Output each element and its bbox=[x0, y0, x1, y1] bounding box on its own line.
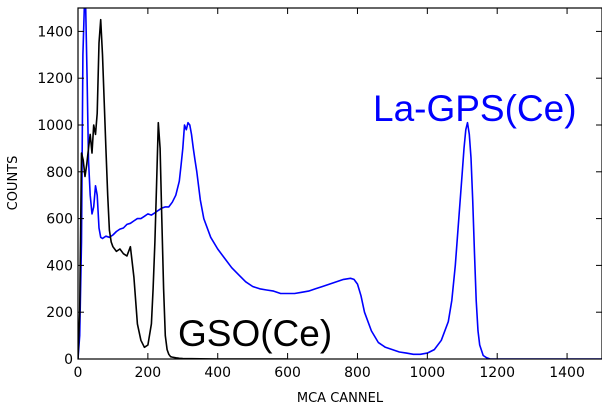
series-layer bbox=[78, 8, 602, 359]
series-line-gso-ce bbox=[78, 18, 288, 359]
y-tick-label: 1200 bbox=[37, 71, 73, 87]
y-tick-label: 800 bbox=[46, 165, 73, 181]
x-tick-label: 1200 bbox=[479, 365, 515, 381]
x-axis-title: MCA CANNEL bbox=[297, 391, 384, 406]
plot-frame bbox=[77, 7, 602, 360]
x-tick-label: 1000 bbox=[410, 365, 446, 381]
y-tick-label: 400 bbox=[46, 258, 73, 274]
y-axis: 0 200 400 600 800 1000 1200 1400 bbox=[37, 24, 602, 368]
annotation-la-gps-ce: La-GPS(Ce) bbox=[373, 88, 577, 129]
y-tick-label: 1000 bbox=[37, 118, 73, 134]
y-tick-label: 600 bbox=[46, 212, 73, 228]
x-tick-label: 0 bbox=[74, 365, 83, 381]
x-tick-label: 800 bbox=[344, 365, 371, 381]
x-tick-label: 400 bbox=[204, 365, 231, 381]
series-line-la-gps-ce bbox=[78, 8, 602, 359]
annotation-gso-ce: GSO(Ce) bbox=[178, 313, 332, 354]
x-axis: 0 200 400 600 800 1000 1200 1400 bbox=[74, 8, 585, 381]
x-tick-label: 1400 bbox=[549, 365, 585, 381]
x-tick-label: 200 bbox=[134, 365, 161, 381]
y-tick-label: 0 bbox=[64, 352, 73, 368]
y-tick-label: 1400 bbox=[37, 24, 73, 40]
y-tick-label: 200 bbox=[46, 305, 73, 321]
y-axis-title: COUNTS bbox=[6, 156, 21, 211]
x-tick-label: 600 bbox=[274, 365, 301, 381]
